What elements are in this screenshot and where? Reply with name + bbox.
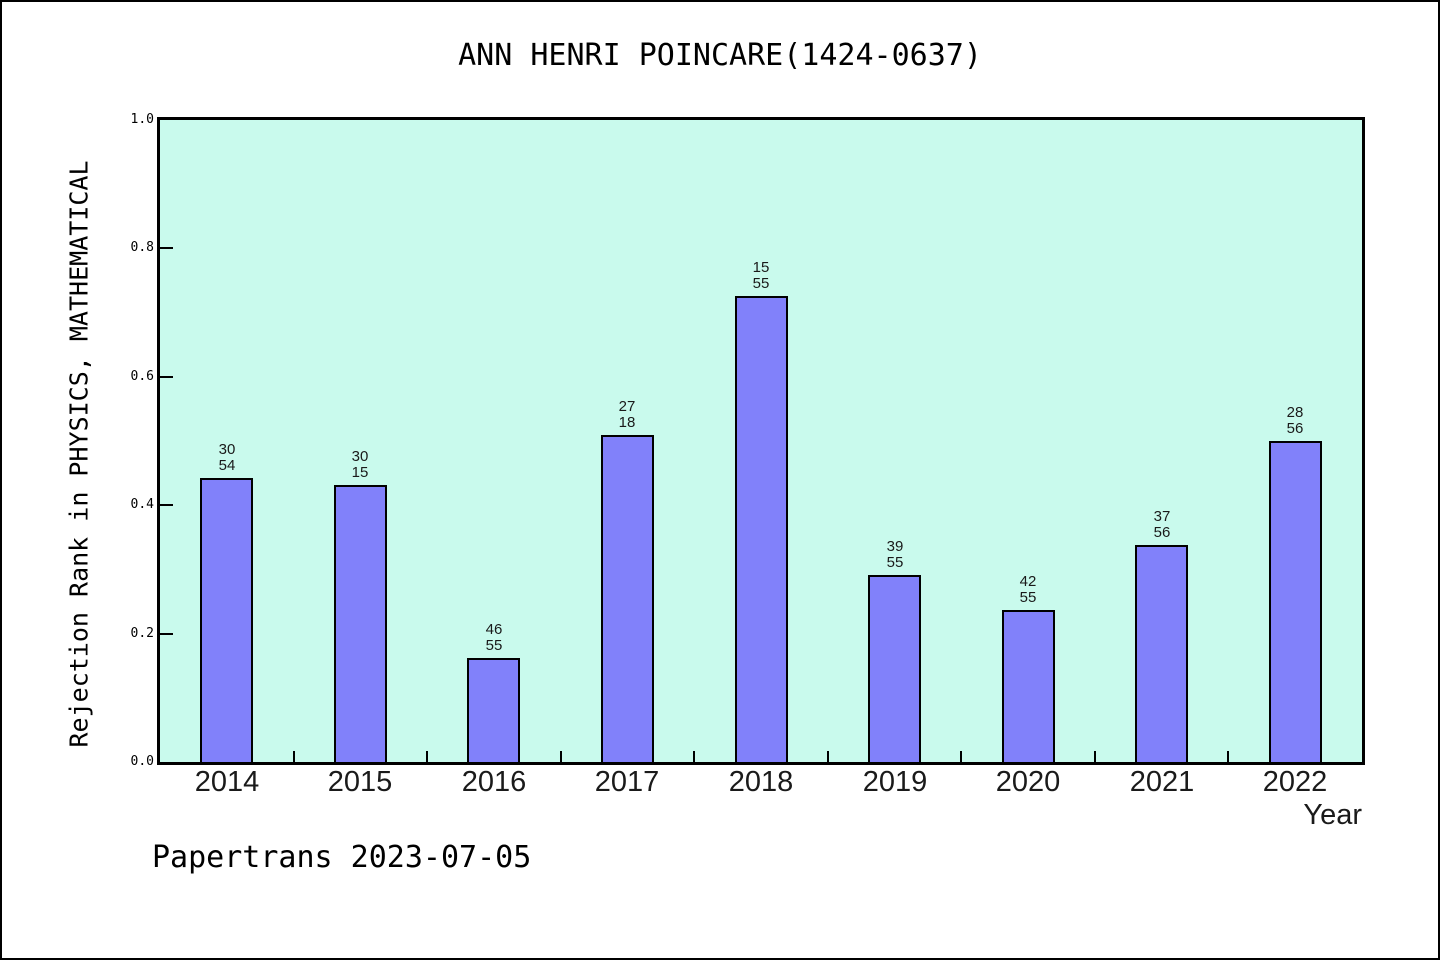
x-tick-mark [1094,751,1096,762]
bar-value-label-2014: 30 54 [218,441,236,474]
bar-2018 [735,296,788,762]
y-tick-label-0.8: 0.8 [130,240,154,255]
bar-2019 [868,575,921,762]
y-tick-label-1.0: 1.0 [130,112,154,127]
bar-2021 [1135,545,1188,762]
x-tick-mark [960,751,962,762]
x-tick-mark [693,751,695,762]
x-tick-label-2019: 2019 [862,766,928,798]
y-tick-mark [160,247,173,249]
x-tick-label-2022: 2022 [1262,766,1328,798]
x-tick-label-2020: 2020 [995,766,1061,798]
y-tick-label-0.0: 0.0 [130,754,154,769]
y-tick-label-0.6: 0.6 [130,369,154,384]
bar-value-label-2018: 15 55 [752,259,770,292]
x-tick-label-2014: 2014 [194,766,260,798]
x-tick-label-2016: 2016 [461,766,527,798]
bar-value-label-2021: 37 56 [1153,508,1171,541]
y-tick-mark [160,504,173,506]
x-tick-label-2018: 2018 [728,766,794,798]
chart-title: ANN HENRI POINCARE(1424-0637) [458,38,982,73]
y-tick-label-0.4: 0.4 [130,497,154,512]
bar-2022 [1269,441,1322,762]
bar-value-label-2022: 28 56 [1286,404,1304,437]
footer-watermark: Papertrans 2023-07-05 [152,840,532,875]
y-tick-mark [160,633,173,635]
bar-2015 [334,485,387,762]
x-tick-label-2021: 2021 [1129,766,1195,798]
y-tick-label-0.2: 0.2 [130,626,154,641]
x-tick-mark [1227,751,1229,762]
x-tick-label-2017: 2017 [594,766,660,798]
x-axis-title: Year [1303,799,1362,831]
bar-2020 [1002,610,1055,762]
bar-2016 [467,658,520,762]
x-tick-mark [426,751,428,762]
bar-value-label-2017: 27 18 [618,398,636,431]
bar-value-label-2016: 46 55 [485,621,503,654]
plot-area: 30 54 30 15 46 55 27 18 15 55 39 55 42 55 37 56… [157,117,1365,765]
bar-2014 [200,478,253,762]
bar-value-label-2019: 39 55 [886,538,904,571]
bar-value-label-2020: 42 55 [1019,573,1037,606]
x-tick-label-2015: 2015 [327,766,393,798]
x-tick-mark [827,751,829,762]
bar-2017 [601,435,654,762]
y-tick-mark [160,376,173,378]
x-tick-mark [293,751,295,762]
bar-value-label-2015: 30 15 [351,448,369,481]
y-axis-title: Rejection Rank in PHYSICS, MATHEMATICAL [64,160,94,748]
x-tick-mark [560,751,562,762]
plot-inner: 30 54 30 15 46 55 27 18 15 55 39 55 42 55 37 56… [160,120,1362,762]
